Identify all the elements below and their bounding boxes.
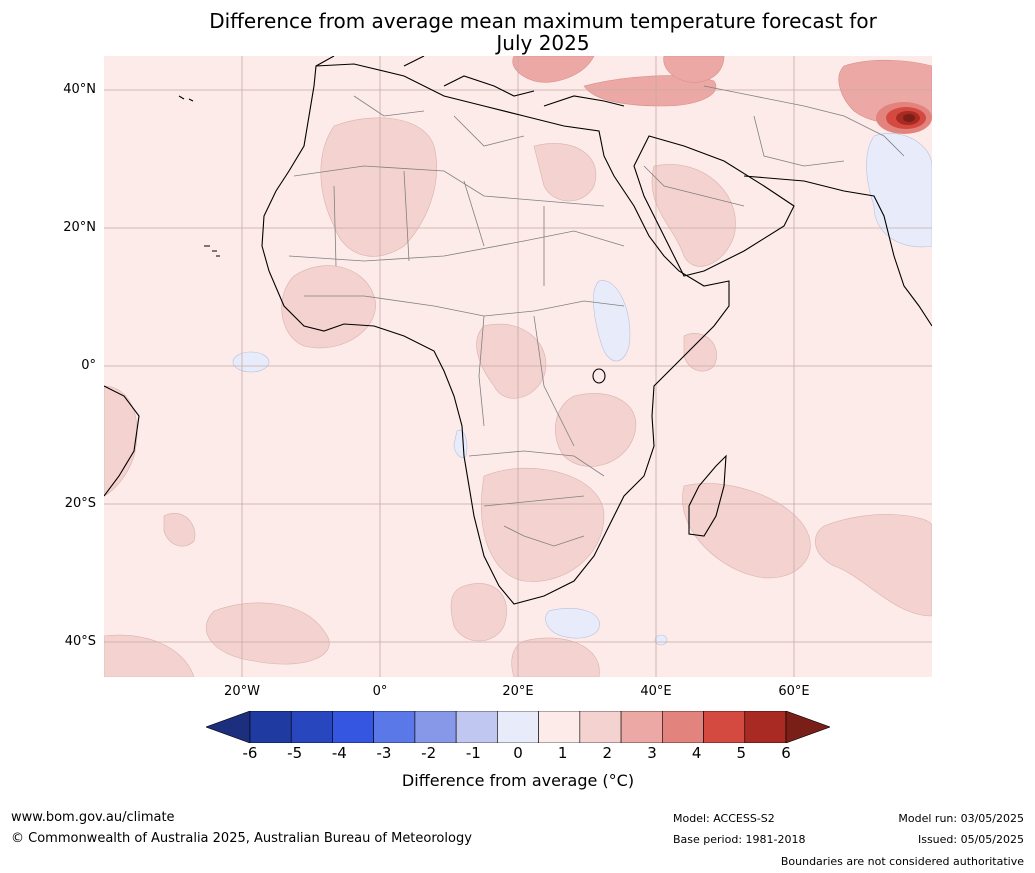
footer-base-period: Base period: 1981-2018 — [673, 833, 806, 846]
colorbar-tick-label: 4 — [691, 744, 702, 762]
lon-label-0: 0° — [372, 684, 388, 699]
colorbar-tick-label: 6 — [781, 744, 791, 762]
country-boundaries — [288, 85, 905, 547]
colorbar-tick-label: 1 — [557, 744, 568, 762]
anomaly-cool-areas — [232, 133, 932, 646]
forecast-map — [104, 56, 932, 677]
lat-label-40s: 40°S — [64, 634, 96, 649]
footer-url[interactable]: www.bom.gov.au/climate — [11, 810, 175, 825]
colorbar — [206, 711, 830, 743]
colorbar-under-arrow — [206, 711, 251, 743]
colorbar-cell — [579, 711, 622, 743]
colorbar-cell — [290, 711, 333, 743]
footer-issued: Issued: 05/05/2025 — [917, 833, 1024, 846]
anomaly-hotspot — [876, 102, 932, 134]
map-svg — [104, 56, 932, 677]
lon-label-40e: 40°E — [640, 684, 672, 699]
colorbar-cell — [538, 711, 581, 743]
lon-label-20e: 20°E — [502, 684, 534, 699]
colorbar-cell — [414, 711, 457, 743]
coastlines — [104, 56, 932, 605]
chart-title: Difference from average mean maximum tem… — [0, 10, 1035, 54]
colorbar-cell — [332, 711, 374, 743]
colorbar-cell — [620, 711, 663, 743]
title-line-2: July 2025 — [496, 31, 590, 55]
lat-label-0: 0° — [81, 358, 96, 373]
colorbar-tick-label: 0 — [513, 744, 523, 762]
lon-label-60e: 60°E — [778, 684, 810, 699]
colorbar-cell — [744, 711, 787, 743]
colorbar-tick-label: -5 — [287, 744, 303, 762]
lon-label-20w: 20°W — [224, 684, 260, 699]
colorbar-over-arrow — [785, 711, 830, 743]
colorbar-tick-label: -2 — [421, 744, 437, 762]
lat-label-20s: 20°S — [64, 496, 96, 511]
colorbar-cells — [249, 711, 787, 743]
title-line-1: Difference from average mean maximum tem… — [209, 9, 877, 33]
footer-copyright: © Commonwealth of Australia 2025, Austra… — [11, 831, 472, 846]
colorbar-tick-label: -3 — [376, 744, 392, 762]
colorbar-tick-label: 2 — [602, 744, 613, 762]
footer-model: Model: ACCESS-S2 — [673, 812, 775, 825]
colorbar-cell — [662, 711, 704, 743]
colorbar-tick-label: 5 — [736, 744, 747, 762]
colorbar-label: Difference from average (°C) — [401, 771, 635, 790]
colorbar-tick-label: -4 — [331, 744, 347, 762]
footer-disclaimer: Boundaries are not considered authoritat… — [780, 855, 1024, 868]
footer-model-run: Model run: 03/05/2025 — [898, 812, 1024, 825]
colorbar-cell — [703, 711, 746, 743]
anomaly-1-2-areas — [104, 117, 932, 677]
colorbar-cell — [249, 711, 292, 743]
colorbar-cell — [497, 711, 539, 743]
colorbar-tick-label: -1 — [465, 744, 481, 762]
colorbar-tick-label: -6 — [242, 744, 258, 762]
colorbar-cell — [373, 711, 416, 743]
lat-label-20n: 20°N — [63, 220, 96, 235]
lat-label-40n: 40°N — [63, 82, 96, 97]
colorbar-tick-label: 3 — [647, 744, 657, 762]
graticule — [104, 56, 932, 677]
colorbar-cell — [455, 711, 498, 743]
